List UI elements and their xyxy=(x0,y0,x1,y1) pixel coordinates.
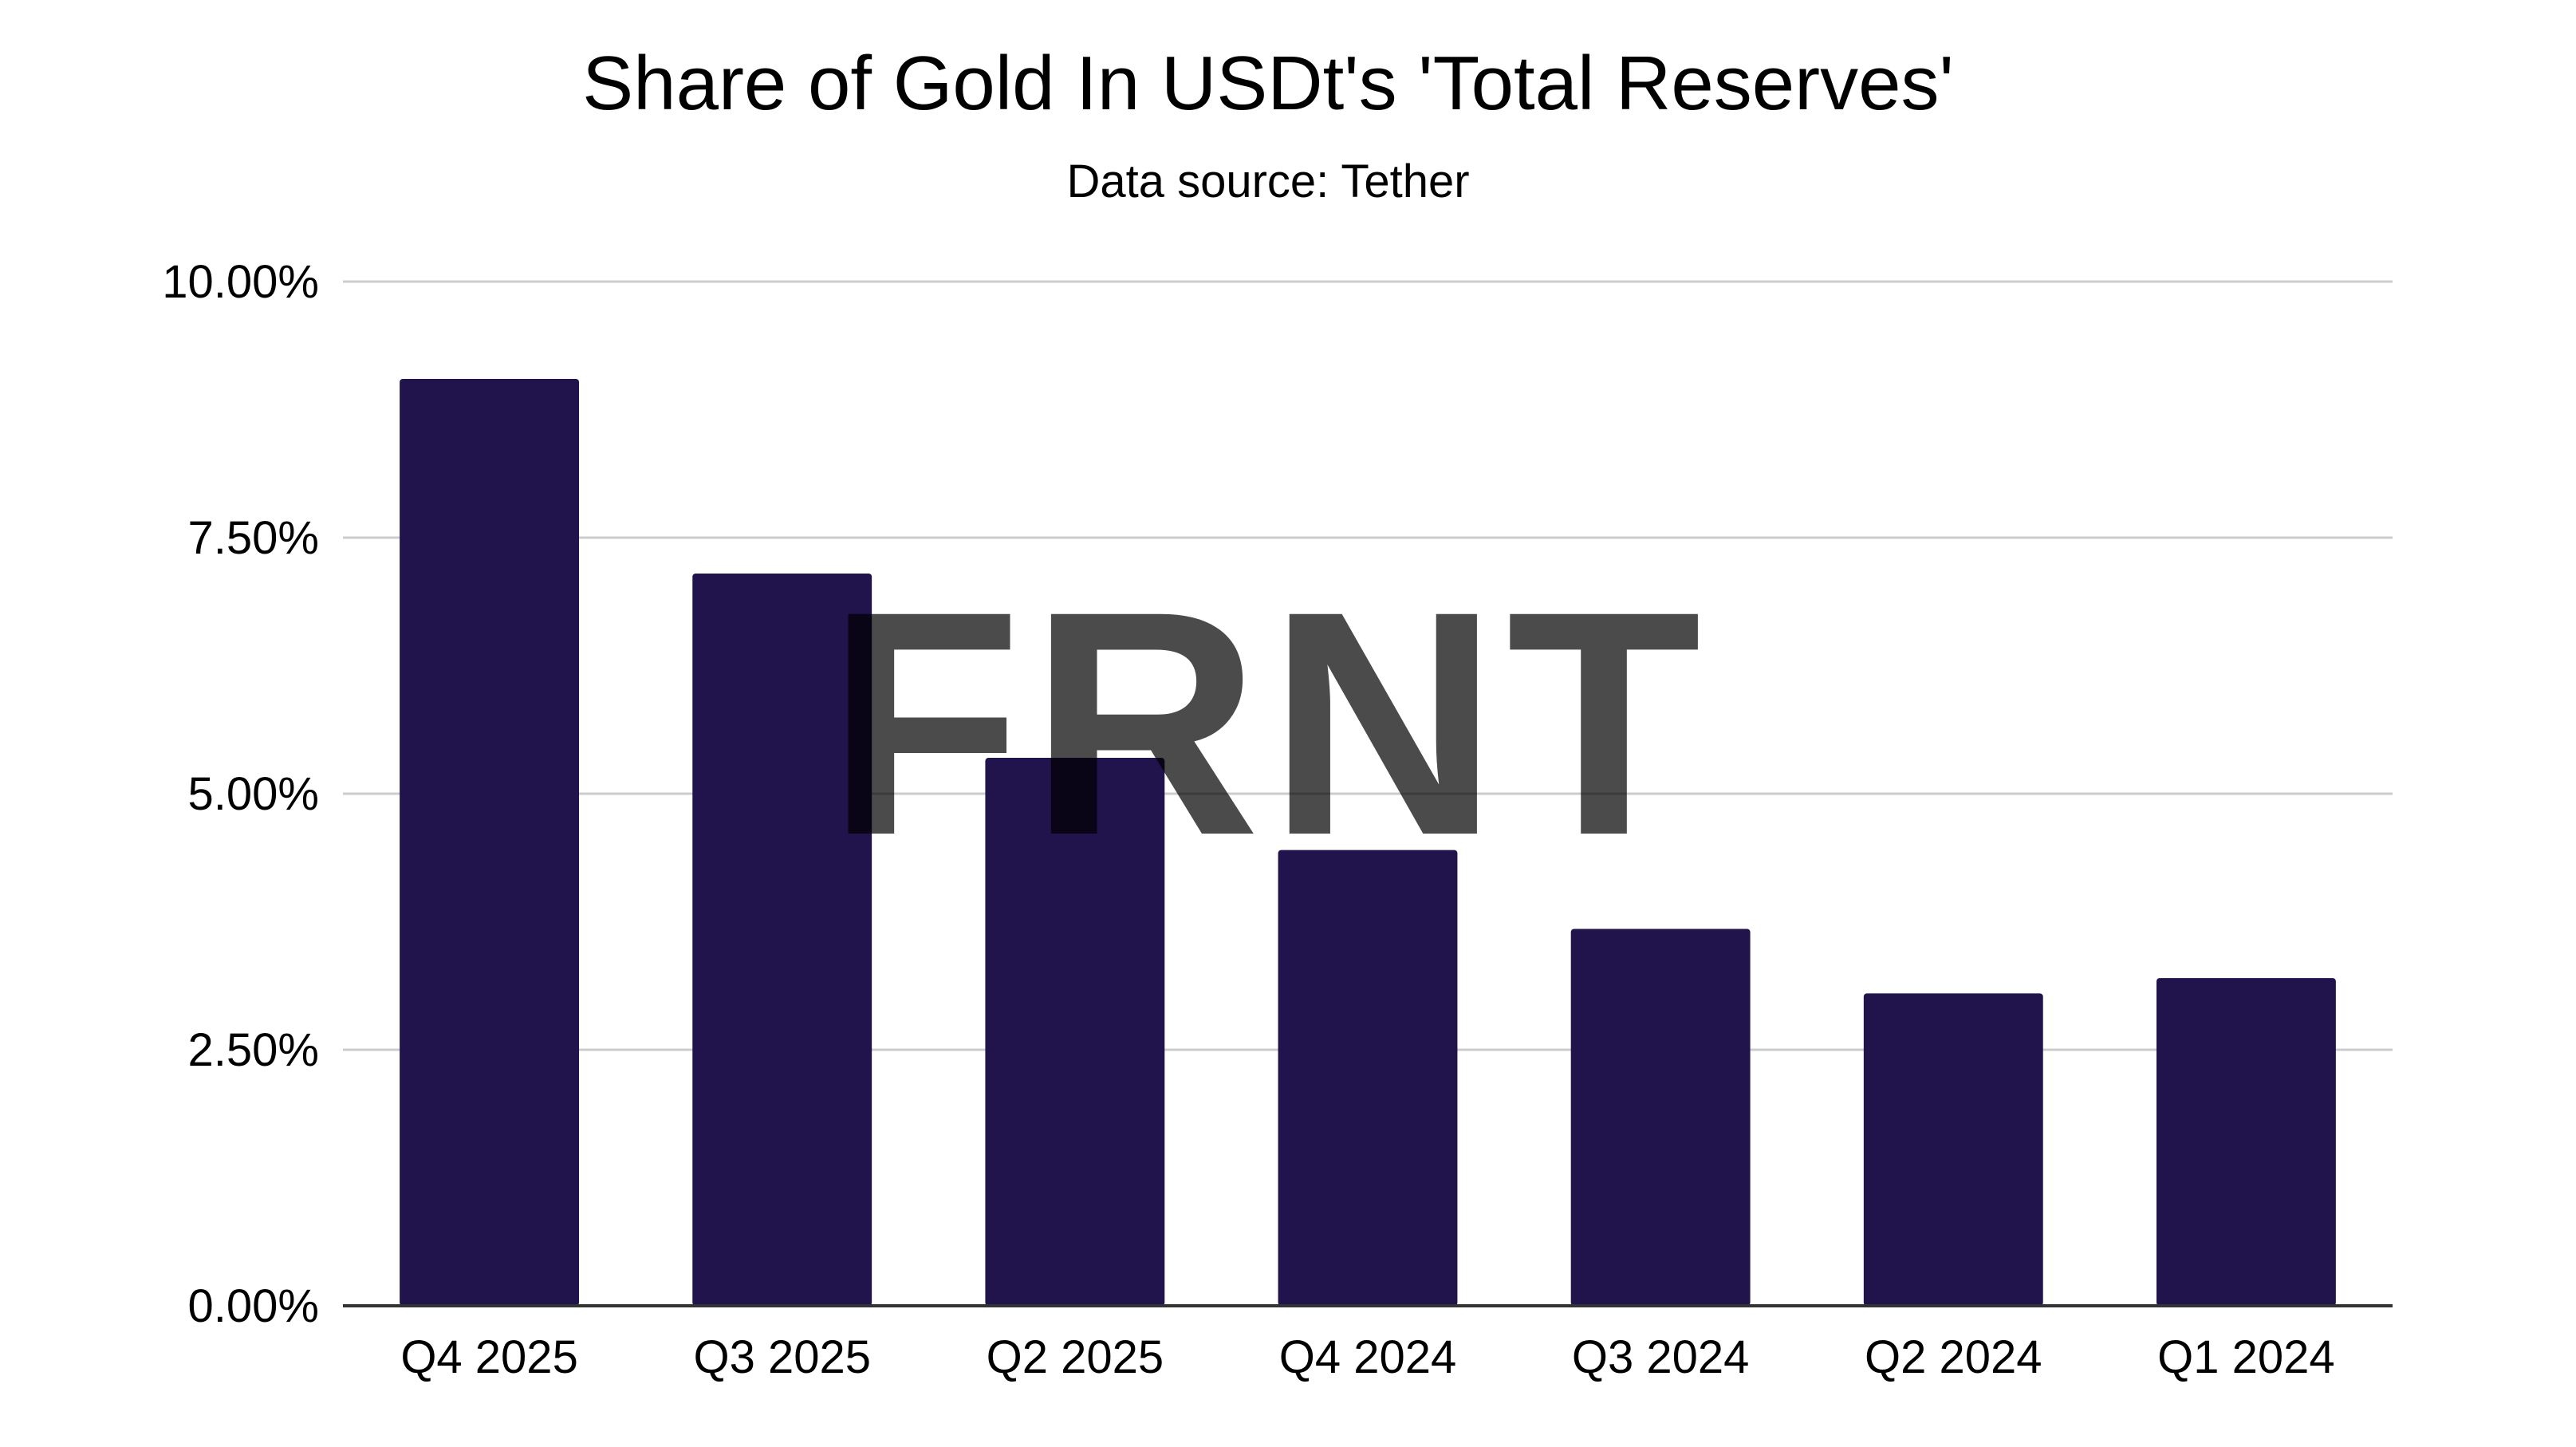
chart-subtitle: Data source: Tether xyxy=(1066,156,1469,207)
y-tick-label: 10.00% xyxy=(162,256,319,308)
bar xyxy=(1863,993,2043,1306)
x-axis-ticks: Q4 2025 Q3 2025 Q2 2025 Q4 2024 Q3 2024 Q2 20… xyxy=(400,1331,2334,1383)
bar xyxy=(692,573,872,1306)
watermark-logo: FRNT xyxy=(827,545,1709,901)
bar xyxy=(1278,850,1458,1306)
bar xyxy=(2156,978,2336,1306)
y-tick-label: 5.00% xyxy=(188,768,319,820)
bar xyxy=(400,378,580,1307)
x-tick-label: Q1 2024 xyxy=(2157,1331,2335,1383)
x-tick-label: Q4 2024 xyxy=(1279,1331,1457,1383)
bar xyxy=(1570,929,1751,1306)
bar xyxy=(985,758,1165,1306)
chart-title: Share of Gold In USDt's 'Total Reserves' xyxy=(582,41,1954,126)
x-tick-label: Q4 2025 xyxy=(400,1331,578,1383)
bars xyxy=(400,378,2336,1307)
y-tick-label: 0.00% xyxy=(188,1280,319,1332)
x-tick-label: Q2 2025 xyxy=(987,1331,1164,1383)
y-axis-ticks: 0.00% 2.50% 5.00% 7.50% 10.00% xyxy=(162,256,319,1332)
x-tick-label: Q3 2024 xyxy=(1572,1331,1750,1383)
y-tick-label: 7.50% xyxy=(188,512,319,564)
x-tick-label: Q3 2025 xyxy=(693,1331,871,1383)
y-tick-label: 2.50% xyxy=(188,1024,319,1076)
x-tick-label: Q2 2024 xyxy=(1865,1331,2042,1383)
